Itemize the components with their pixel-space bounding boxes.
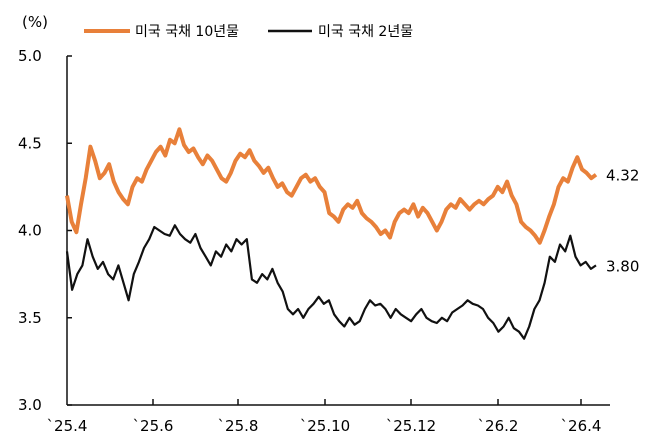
y-tick-label: 3.0 [18,396,42,414]
y-tick-label: 3.5 [18,309,42,327]
end-label-10y: 4.32 [606,167,639,185]
series-2y-line [65,224,597,340]
legend-label-10y: 미국 국채 10년물 [135,24,239,40]
legend: 미국 국채 10년물 미국 국채 2년물 [84,24,413,40]
x-tick-label: `25.10 [300,417,350,435]
x-tick-label: `26.2 [478,417,519,435]
x-tick-label: `25.8 [218,417,259,435]
x-tick-label: `25.6 [133,417,174,435]
y-tick-label: 4.0 [18,222,42,240]
legend-label-2y: 미국 국채 2년물 [318,24,413,40]
y-tick-label: 5.0 [18,47,42,65]
series-lines [65,127,598,340]
x-tick-label: `25.4 [47,417,88,435]
series-10y-line [65,127,598,245]
x-tick-label: `25.12 [386,417,436,435]
y-axis-unit-label: (%) [22,13,48,31]
end-labels: 4.32 3.80 [606,167,639,276]
end-label-2y: 3.80 [606,257,639,275]
x-axis: `25.4 `25.6 `25.8 `25.10 `25.12 `26.2 `26.4 [47,399,610,435]
y-axis: 5.0 4.5 4.0 3.5 3.0 [18,47,72,414]
y-tick-label: 4.5 [18,134,42,152]
x-tick-label: `26.4 [561,417,602,435]
